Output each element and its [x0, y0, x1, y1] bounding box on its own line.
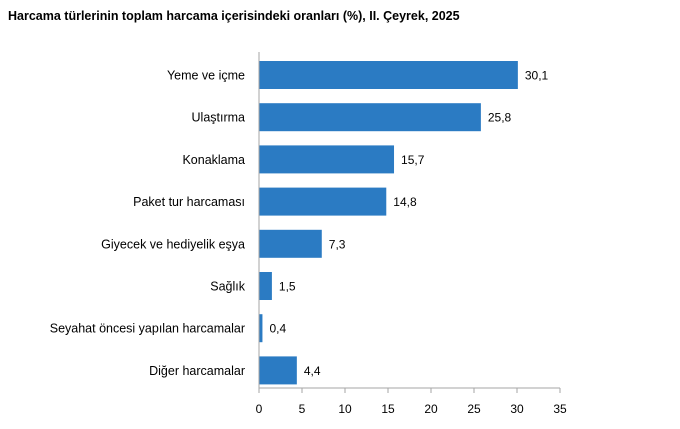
category-label: Seyahat öncesi yapılan harcamalar	[50, 322, 245, 336]
x-tick-label: 25	[467, 402, 481, 416]
category-label: Konaklama	[182, 153, 245, 167]
bar	[259, 272, 272, 300]
data-label: 4,4	[304, 364, 321, 378]
bar	[259, 314, 263, 343]
x-axis: 0 5 10 15 20 25 30 35	[256, 52, 567, 416]
data-label: 1,5	[279, 280, 296, 294]
x-tick-label: 20	[424, 402, 438, 416]
data-label: 14,8	[393, 195, 417, 209]
x-tick-label: 0	[256, 402, 263, 416]
x-tick-label: 30	[510, 402, 524, 416]
bar	[259, 356, 297, 385]
bar	[259, 145, 395, 174]
data-label: 25,8	[488, 111, 512, 125]
category-label: Ulaştırma	[192, 111, 246, 125]
category-label: Diğer harcamalar	[149, 364, 245, 378]
data-label: 0,4	[269, 322, 286, 336]
data-label: 15,7	[401, 153, 425, 167]
category-label: Paket tur harcaması	[133, 195, 245, 209]
x-tick-label: 10	[338, 402, 352, 416]
category-label: Yeme ve içme	[167, 69, 245, 83]
bars-layer: Yeme ve içme 30,1 Ulaştırma 25,8 Konaklama 15…	[50, 61, 549, 385]
x-tick-label: 5	[299, 402, 306, 416]
category-label: Sağlık	[210, 280, 245, 294]
data-label: 7,3	[329, 237, 346, 251]
bar	[259, 103, 481, 132]
bar	[259, 61, 518, 89]
x-tick-label: 15	[381, 402, 395, 416]
x-tick-label: 35	[553, 402, 567, 416]
data-label: 30,1	[525, 69, 549, 83]
bar	[259, 187, 387, 216]
category-label: Giyecek ve hediyelik eşya	[101, 237, 245, 251]
bar	[259, 229, 322, 258]
chart-title: Harcama türlerinin toplam harcama içeris…	[8, 9, 460, 23]
